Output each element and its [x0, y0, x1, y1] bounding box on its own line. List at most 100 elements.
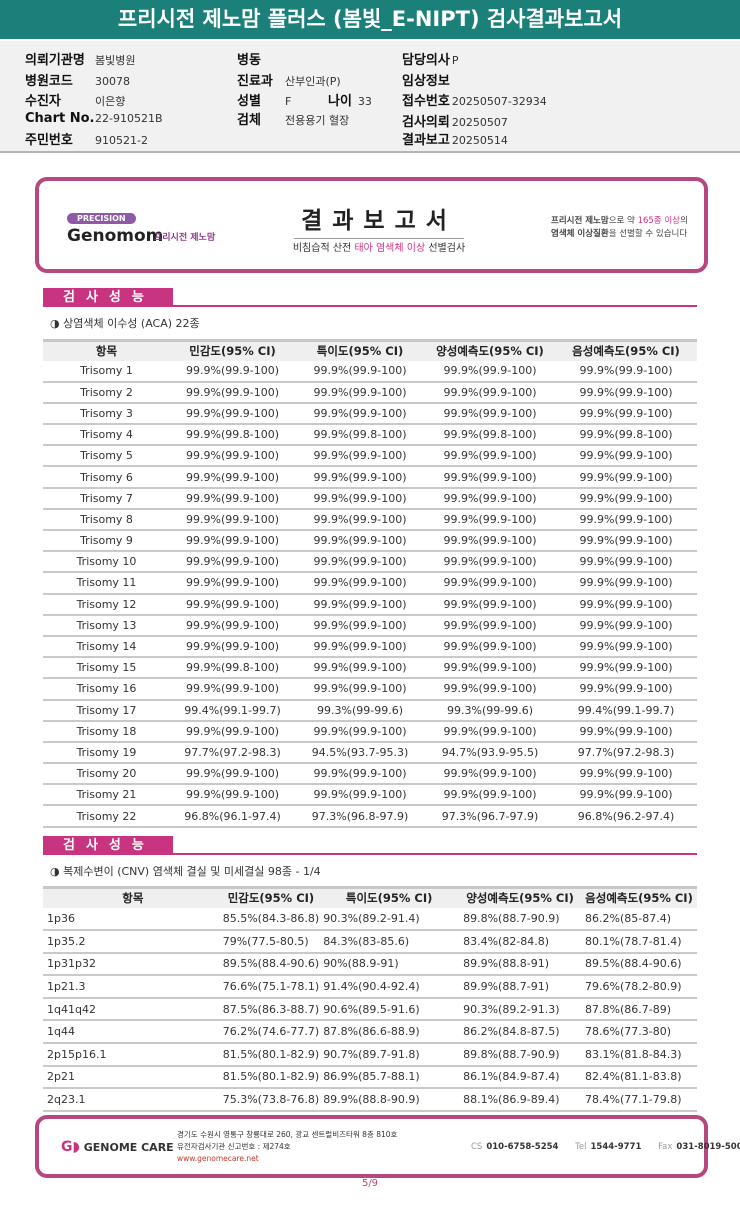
metric-cell: 99.9%(99.9-100): [425, 678, 555, 701]
table-row: Trisomy 9 99.9%(99.9-100) 99.9%(99.9-100) 9…: [43, 530, 697, 553]
table-row: Trisomy 7 99.9%(99.9-100) 99.9%(99.9-100) 9…: [43, 487, 697, 510]
metric-cell: 99.9%(99.9-100): [170, 763, 295, 786]
row-label: 1p21.3: [43, 975, 223, 999]
metric-cell: 91.4%(90.4-92.4): [319, 975, 460, 999]
company-address: 경기도 수원시 영통구 창룡대로 260, 광교 센트럴비즈타워 8층 810호…: [177, 1130, 398, 1163]
metric-cell: 81.5%(80.1-82.9): [222, 1065, 320, 1090]
row-label: Trisomy 22: [43, 805, 170, 828]
metric-cell: 99.9%(99.9-100): [295, 551, 425, 574]
metric-cell: 99.9%(99.9-100): [170, 360, 295, 383]
table-row: 1p31p32 89.5%(88.4-90.6) 90%(88.9-91) 89.9%…: [43, 952, 697, 977]
hospital-code-field: 병원코드 30078: [25, 74, 130, 89]
metric-cell: 99.9%(99.9-100): [425, 551, 555, 574]
report-note: 프리시전 제노맘으로 약 165종 이상의 염색체 이상질환을 선별할 수 있습…: [551, 216, 688, 239]
metric-cell: 99.9%(99.9-100): [170, 635, 295, 659]
genomom-logo-sub: 프리시전 제노맘: [154, 233, 216, 243]
aca-subtitle: ◑ 상염색체 이수성 (ACA) 22종: [50, 317, 200, 330]
row-label: Trisomy 10: [43, 551, 170, 574]
metric-cell: 87.5%(86.3-88.7): [222, 997, 320, 1022]
table-row: Trisomy 22 96.8%(96.1-97.4) 97.3%(96.8-97.…: [43, 805, 697, 828]
row-label: Trisomy 4: [43, 424, 170, 447]
metric-cell: 99.9%(99.9-100): [425, 445, 555, 468]
table-row: Trisomy 21 99.9%(99.9-100) 99.9%(99.9-100)…: [43, 784, 697, 807]
genome-care-logo-mark: G◗: [61, 1139, 80, 1155]
column-header: 양성예측도(95% CI): [425, 339, 555, 361]
metric-cell: 99.9%(99.9-100): [425, 508, 555, 532]
metric-cell: 90.3%(89.2-91.4): [319, 907, 460, 932]
table-row: Trisomy 6 99.9%(99.9-100) 99.9%(99.9-100) 9…: [43, 466, 697, 489]
metric-cell: 99.9%(99.9-100): [425, 720, 555, 743]
table-row: 1q44 76.2%(74.6-77.7) 87.8%(86.6-88.9) 86.2…: [43, 1020, 697, 1045]
column-header: 음성예측도(95% CI): [555, 339, 697, 361]
metric-cell: 97.3%(96.7-97.9): [425, 805, 555, 828]
sex-field: 성별 F: [237, 94, 292, 109]
column-header: 민감도(95% CI): [170, 339, 295, 361]
metric-cell: 99.9%(99.9-100): [555, 572, 697, 595]
metric-cell: 99.9%(99.9-100): [295, 487, 425, 510]
metric-cell: 99.9%(99.9-100): [295, 360, 425, 383]
metric-cell: 99.9%(99.9-100): [555, 530, 697, 553]
metric-cell: 99.9%(99.9-100): [295, 763, 425, 786]
metric-cell: 99.9%(99.9-100): [170, 784, 295, 807]
report-subtitle: 비침습적 산전 태아 염색체 이상 선별검사: [292, 243, 466, 254]
metric-cell: 99.9%(99.9-100): [295, 614, 425, 637]
metric-cell: 99.9%(99.9-100): [425, 530, 555, 553]
metric-cell: 83.1%(81.8-84.3): [581, 1043, 697, 1067]
metric-cell: 99.9%(99.9-100): [425, 466, 555, 489]
metric-cell: 99.9%(99.9-100): [295, 572, 425, 595]
metric-cell: 86.1%(84.9-87.4): [459, 1065, 582, 1090]
metric-cell: 89.8%(88.7-90.9): [459, 1043, 582, 1067]
metric-cell: 99.4%(99.1-99.7): [170, 699, 295, 722]
metric-cell: 99.9%(99.9-100): [425, 360, 555, 383]
metric-cell: 99.9%(99.8-100): [555, 424, 697, 447]
row-label: 1p36: [43, 907, 223, 932]
metric-cell: 99.9%(99.9-100): [555, 445, 697, 468]
metric-cell: 99.9%(99.9-100): [425, 593, 555, 616]
metric-cell: 89.9%(88.8-90.9): [319, 1088, 460, 1112]
metric-cell: 99.9%(99.9-100): [555, 614, 697, 637]
table-row: Trisomy 1 99.9%(99.9-100) 99.9%(99.9-100) 9…: [43, 360, 697, 383]
metric-cell: 94.5%(93.7-95.3): [295, 741, 425, 765]
table-row: Trisomy 18 99.9%(99.9-100) 99.9%(99.9-100)…: [43, 720, 697, 743]
metric-cell: 76.6%(75.1-78.1): [222, 975, 320, 999]
metric-cell: 99.9%(99.8-100): [425, 424, 555, 447]
table-row: Trisomy 14 99.9%(99.9-100) 99.9%(99.9-100)…: [43, 635, 697, 659]
metric-cell: 99.9%(99.9-100): [170, 508, 295, 532]
table-row: Trisomy 8 99.9%(99.9-100) 99.9%(99.9-100) 9…: [43, 508, 697, 532]
metric-cell: 99.9%(99.9-100): [170, 593, 295, 616]
resident-id-field: 주민번호 910521-2: [25, 133, 148, 148]
table-row: Trisomy 2 99.9%(99.9-100) 99.9%(99.9-100) 9…: [43, 381, 697, 404]
metric-cell: 97.3%(96.8-97.9): [295, 805, 425, 828]
column-header: 특이도(95% CI): [295, 339, 425, 361]
row-label: Trisomy 1: [43, 360, 170, 383]
metric-cell: 99.9%(99.9-100): [170, 720, 295, 743]
row-label: 2q23.1: [43, 1088, 223, 1112]
metric-cell: 99.9%(99.9-100): [295, 593, 425, 616]
metric-cell: 90.6%(89.5-91.6): [319, 997, 460, 1022]
metric-cell: 82.4%(81.1-83.8): [581, 1065, 697, 1090]
row-label: Trisomy 16: [43, 678, 170, 701]
metric-cell: 99.9%(99.9-100): [555, 466, 697, 489]
metric-cell: 86.9%(85.7-88.1): [319, 1065, 460, 1090]
table-row: Trisomy 13 99.9%(99.9-100) 99.9%(99.9-100)…: [43, 614, 697, 637]
metric-cell: 79.6%(78.2-80.9): [581, 975, 697, 999]
metric-cell: 79%(77.5-80.5): [222, 930, 320, 954]
row-label: 2p21: [43, 1065, 223, 1090]
metric-cell: 99.9%(99.9-100): [170, 402, 295, 426]
section-header-cnv: 검사성능: [43, 834, 697, 855]
metric-cell: 99.9%(99.9-100): [170, 445, 295, 468]
metric-cell: 99.9%(99.9-100): [425, 381, 555, 404]
metric-cell: 99.9%(99.9-100): [170, 530, 295, 553]
metric-cell: 99.9%(99.9-100): [425, 487, 555, 510]
page-title: 프리시전 제노맘 플러스 (봄빛_E-NIPT) 검사결과보고서: [0, 0, 740, 39]
column-header: 항목: [43, 886, 223, 908]
column-header: 민감도(95% CI): [222, 886, 320, 908]
metric-cell: 99.3%(99-99.6): [425, 699, 555, 722]
metric-cell: 99.9%(99.9-100): [555, 784, 697, 807]
metric-cell: 96.8%(96.1-97.4): [170, 805, 295, 828]
request-date-field: 검사의뢰 20250507: [402, 115, 508, 130]
cnv-performance-table: 항목 민감도(95% CI) 특이도(95% CI) 양성예측도(95% CI) 음성예…: [43, 886, 697, 1112]
metric-cell: 99.9%(99.9-100): [555, 402, 697, 426]
metric-cell: 99.9%(99.9-100): [295, 508, 425, 532]
website-link[interactable]: www.genomecare.net: [177, 1154, 259, 1163]
